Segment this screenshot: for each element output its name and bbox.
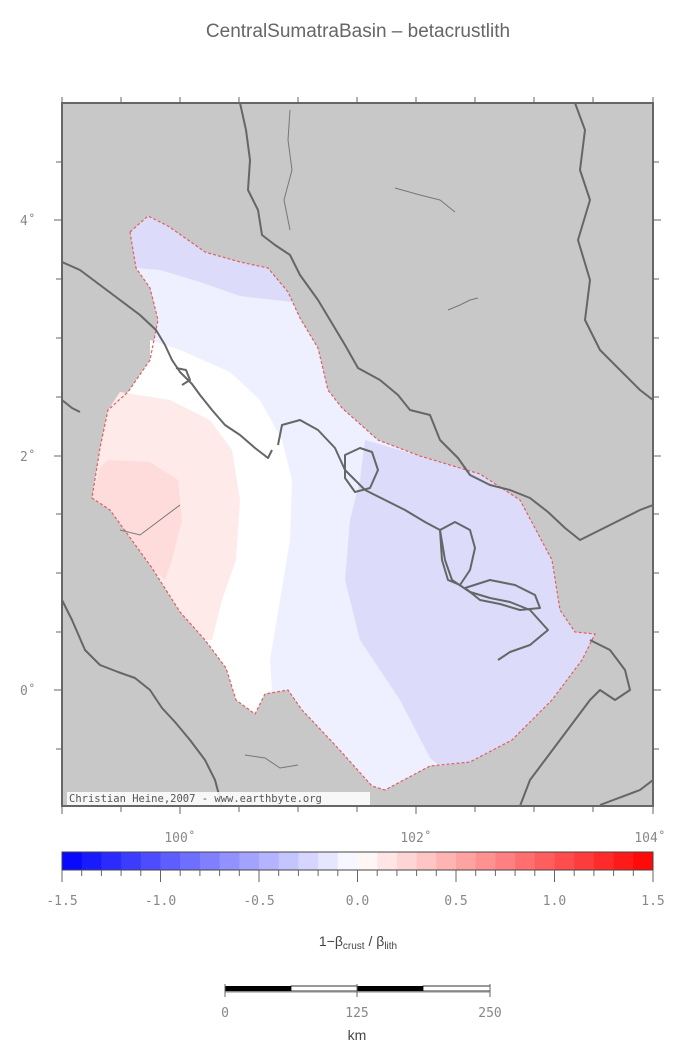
colorbar-tick-label: 1.0: [543, 894, 566, 909]
lat-label-4: 4˚: [20, 213, 36, 229]
colorbar-label-sep: / β: [365, 933, 385, 949]
lon-label-102: 102˚: [400, 830, 431, 846]
colorbar-cell: [199, 852, 221, 870]
colorbar-cell: [534, 852, 555, 870]
lat-label-2: 2˚: [20, 449, 36, 465]
scale-seg-2: [290, 985, 358, 992]
colorbar-cell: [219, 852, 240, 870]
colorbar-cell: [574, 852, 595, 870]
scale-seg-3: [357, 986, 423, 991]
colorbar-cell: [613, 852, 634, 870]
colorbar-cell: [633, 852, 654, 870]
colorbar-cell: [377, 852, 398, 870]
lat-label-0: 0˚: [20, 683, 36, 699]
basin-shading: [92, 216, 595, 790]
colorbar-cell: [436, 852, 457, 870]
colorbar-cell: [278, 852, 299, 870]
basin-band-north: [130, 216, 292, 302]
colorbar-ticks: [61, 870, 654, 882]
scale-seg-4: [422, 985, 491, 992]
rivers: [119, 109, 479, 769]
colorbar-cell: [239, 852, 260, 870]
colorbar-tick-label: -1.0: [145, 894, 176, 909]
colorbar-cell: [396, 852, 418, 870]
colorbar-cell: [160, 852, 181, 870]
colorbar-cell: [62, 852, 83, 870]
colorbar-tick-label: 0.5: [444, 894, 467, 909]
colorbar-tick-label: 1.5: [641, 894, 664, 909]
colorbar-cell: [140, 852, 161, 870]
colorbar-label-main: 1−β: [319, 933, 343, 949]
map-title: CentralSumatraBasin – betacrustlith: [206, 21, 510, 42]
colorbar: -1.5 -1.0 -0.5 0.0 0.5 1.0 1.5 1−βcrust …: [46, 851, 665, 952]
credit-box: [67, 792, 370, 805]
colorbar-cell: [259, 852, 280, 870]
colorbar-cell: [357, 852, 378, 870]
colorbar-cell: [101, 852, 122, 870]
colorbar-tick-label: 0.0: [346, 894, 369, 909]
scale-seg-1: [225, 986, 291, 991]
scale-label-125: 125: [345, 1006, 368, 1021]
scale-bar: 0 125 250 km: [221, 984, 502, 1043]
colorbar-cell: [298, 852, 319, 870]
colorbar-cell: [81, 852, 102, 870]
colorbar-cell: [593, 852, 615, 870]
colorbar-label-sub2: lith: [384, 941, 397, 952]
colorbar-cell: [456, 852, 477, 870]
scale-unit: km: [348, 1027, 367, 1043]
colorbar-cell: [337, 852, 358, 870]
colorbar-tick-label: -0.5: [243, 894, 274, 909]
colorbar-cell: [180, 852, 201, 870]
colorbar-cell: [515, 852, 536, 870]
colorbar-cell: [318, 852, 339, 870]
lon-label-100: 100˚: [164, 830, 195, 846]
basin-band-core: [92, 460, 182, 580]
colorbar-cell: [121, 852, 142, 870]
colorbar-cell: [416, 852, 437, 870]
colorbar-cell: [554, 852, 575, 870]
colorbar-cell: [475, 852, 496, 870]
colorbar-tick-label: -1.5: [46, 894, 77, 909]
colorbar-cell: [495, 852, 516, 870]
lon-label-104: 104˚: [634, 830, 665, 846]
colorbar-label-sub1: crust: [343, 941, 365, 952]
scale-label-250: 250: [478, 1006, 501, 1021]
colorbar-cells: [62, 852, 654, 870]
basin-band-east: [345, 440, 595, 766]
colorbar-label: 1−βcrust / βlith: [319, 933, 397, 952]
frame-ticks: [54, 97, 661, 814]
credit-text: Christian Heine,2007 - www.earthbyte.org: [69, 793, 322, 805]
scale-label-0: 0: [221, 1006, 229, 1021]
coastlines: [62, 103, 653, 806]
